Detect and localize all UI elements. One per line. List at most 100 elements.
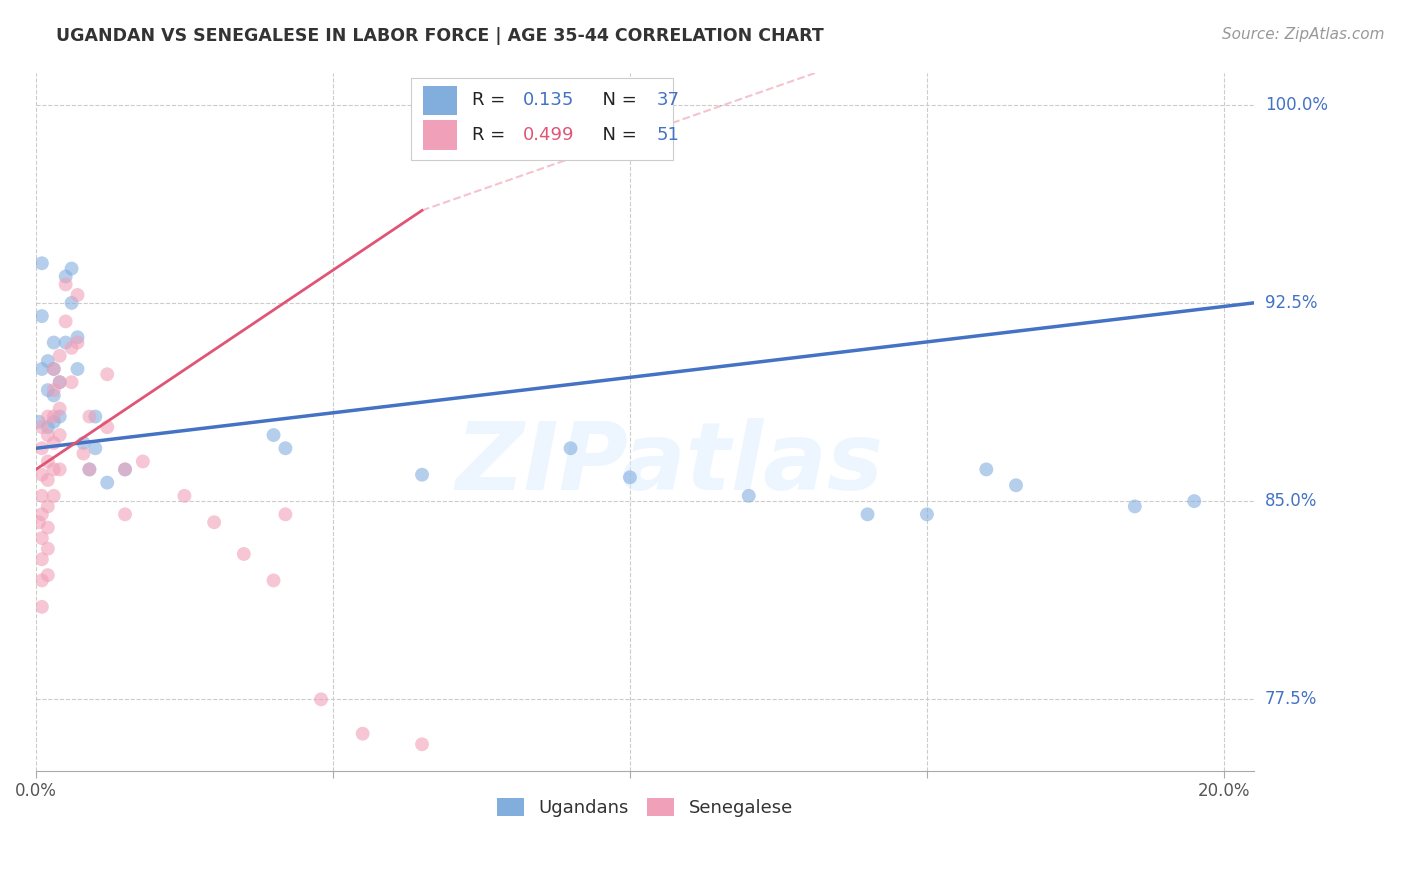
Point: [274, 442, 297, 456]
Point: [72, 446, 94, 460]
Point: [60, 341, 83, 355]
Text: 100.0%: 100.0%: [1265, 95, 1327, 113]
Text: Source: ZipAtlas.com: Source: ZipAtlas.com: [1222, 27, 1385, 42]
Point: [42, 362, 65, 376]
Text: R =: R =: [472, 91, 510, 109]
Point: [79, 409, 101, 424]
Text: 77.5%: 77.5%: [1265, 690, 1317, 708]
Point: [31, 256, 53, 270]
Point: [37, 428, 59, 442]
Point: [96, 368, 118, 382]
Point: [28, 515, 51, 529]
Point: [42, 335, 65, 350]
Point: [37, 454, 59, 468]
Point: [114, 462, 136, 476]
Point: [42, 383, 65, 397]
Point: [31, 552, 53, 566]
Point: [48, 401, 70, 416]
Point: [31, 467, 53, 482]
Text: 85.0%: 85.0%: [1265, 492, 1317, 510]
Point: [55, 314, 77, 328]
Point: [173, 489, 195, 503]
Point: [31, 574, 53, 588]
Point: [48, 375, 70, 389]
Point: [856, 508, 879, 522]
Point: [37, 383, 59, 397]
Point: [42, 362, 65, 376]
Point: [352, 727, 374, 741]
Point: [37, 420, 59, 434]
Point: [232, 547, 254, 561]
Point: [37, 473, 59, 487]
Point: [55, 269, 77, 284]
Legend: Ugandans, Senegalese: Ugandans, Senegalese: [489, 790, 800, 824]
Point: [37, 541, 59, 556]
Point: [79, 462, 101, 476]
Point: [96, 420, 118, 434]
Point: [1005, 478, 1028, 492]
Point: [48, 375, 70, 389]
Text: 92.5%: 92.5%: [1265, 293, 1317, 312]
Point: [619, 470, 641, 484]
Point: [31, 599, 53, 614]
Point: [915, 508, 938, 522]
Point: [42, 388, 65, 402]
Point: [84, 409, 107, 424]
Point: [263, 574, 285, 588]
Point: [1182, 494, 1205, 508]
Point: [66, 362, 89, 376]
Point: [31, 420, 53, 434]
Point: [66, 335, 89, 350]
Point: [37, 500, 59, 514]
Point: [60, 261, 83, 276]
Text: 37: 37: [657, 91, 681, 109]
Point: [96, 475, 118, 490]
Text: 51: 51: [657, 126, 681, 145]
Point: [42, 415, 65, 429]
Text: R =: R =: [472, 126, 510, 145]
Point: [48, 428, 70, 442]
Text: 0.135: 0.135: [523, 91, 575, 109]
Point: [48, 349, 70, 363]
Point: [28, 415, 51, 429]
Point: [48, 409, 70, 424]
Point: [114, 508, 136, 522]
Point: [72, 436, 94, 450]
Text: 0.499: 0.499: [523, 126, 575, 145]
Point: [42, 462, 65, 476]
Point: [60, 375, 83, 389]
FancyBboxPatch shape: [411, 78, 673, 161]
Text: ZIPatlas: ZIPatlas: [456, 417, 883, 509]
Point: [37, 354, 59, 368]
Point: [411, 737, 433, 751]
Point: [31, 531, 53, 545]
Bar: [423, 120, 457, 150]
Bar: [423, 86, 457, 115]
Point: [274, 508, 297, 522]
Point: [738, 489, 761, 503]
Point: [202, 515, 225, 529]
Point: [55, 335, 77, 350]
Text: UGANDAN VS SENEGALESE IN LABOR FORCE | AGE 35-44 CORRELATION CHART: UGANDAN VS SENEGALESE IN LABOR FORCE | A…: [56, 27, 824, 45]
Point: [79, 462, 101, 476]
Text: N =: N =: [591, 126, 643, 145]
Point: [31, 489, 53, 503]
Point: [263, 428, 285, 442]
Point: [976, 462, 998, 476]
Point: [66, 330, 89, 344]
Point: [42, 489, 65, 503]
Point: [31, 362, 53, 376]
Point: [309, 692, 332, 706]
Point: [60, 296, 83, 310]
Point: [114, 462, 136, 476]
Point: [1123, 500, 1146, 514]
Point: [560, 442, 582, 456]
Point: [31, 442, 53, 456]
Point: [37, 568, 59, 582]
Point: [132, 454, 155, 468]
Text: N =: N =: [591, 91, 643, 109]
Point: [31, 508, 53, 522]
Point: [48, 462, 70, 476]
Point: [42, 436, 65, 450]
Point: [55, 277, 77, 292]
